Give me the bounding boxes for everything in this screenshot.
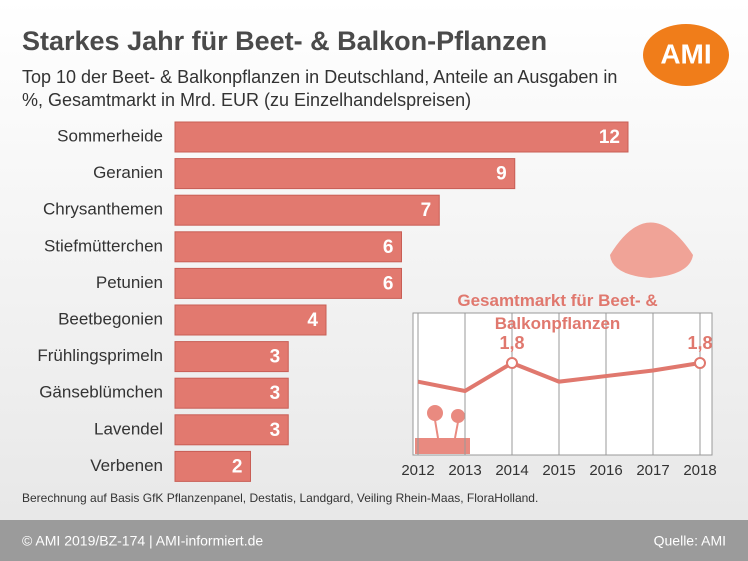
value-label: 3 bbox=[270, 420, 281, 441]
x-tick-label: 2017 bbox=[636, 462, 669, 479]
value-label: 3 bbox=[270, 347, 281, 368]
category-label: Gänseblümchen bbox=[39, 383, 163, 402]
logo: AMI bbox=[660, 38, 711, 69]
category-label: Frühlingsprimeln bbox=[37, 346, 163, 365]
bar bbox=[174, 231, 402, 263]
point-label: 1,8 bbox=[687, 333, 712, 353]
value-label: 3 bbox=[270, 383, 281, 404]
bar bbox=[174, 304, 327, 336]
value-label: 7 bbox=[421, 200, 432, 221]
footer-right: Quelle: AMI bbox=[654, 533, 726, 549]
value-label: 6 bbox=[383, 237, 394, 258]
category-label: Petunien bbox=[96, 273, 163, 292]
bar bbox=[174, 377, 289, 409]
footer-bar bbox=[0, 520, 748, 561]
bar bbox=[174, 414, 289, 446]
value-label: 12 bbox=[599, 127, 620, 148]
category-label: Verbenen bbox=[90, 456, 163, 475]
value-label: 9 bbox=[496, 164, 507, 185]
value-label: 4 bbox=[307, 310, 318, 331]
category-label: Lavendel bbox=[94, 419, 163, 438]
x-tick-label: 2014 bbox=[495, 462, 528, 479]
bar bbox=[174, 121, 629, 153]
title: Starkes Jahr für Beet- & Balkon-Pflanzen bbox=[22, 26, 547, 56]
flower-icon bbox=[415, 405, 470, 454]
point-label: 1,8 bbox=[499, 333, 524, 353]
bar bbox=[174, 341, 289, 373]
inset-box bbox=[412, 312, 713, 456]
category-label: Stiefmütterchen bbox=[44, 236, 163, 255]
bar bbox=[174, 194, 440, 226]
x-tick-label: 2016 bbox=[589, 462, 622, 479]
point bbox=[694, 357, 706, 369]
category-label: Chrysanthemen bbox=[43, 200, 163, 219]
subtitle: Top 10 der Beet- & Balkonpflanzen in Deu… bbox=[22, 67, 618, 110]
footer-left: © AMI 2019/BZ-174 | AMI-informiert.de bbox=[22, 533, 263, 549]
line bbox=[417, 360, 701, 394]
heather-icon bbox=[610, 222, 693, 278]
inset-title: Gesamtmarkt für Beet- & Balkonpflanzen bbox=[457, 291, 658, 333]
x-tick-label: 2013 bbox=[448, 462, 481, 479]
bar bbox=[174, 450, 251, 482]
value-label: 6 bbox=[383, 273, 394, 294]
category-label: Geranien bbox=[93, 163, 163, 182]
x-tick-label: 2015 bbox=[542, 462, 575, 479]
category-label: Beetbegonien bbox=[58, 309, 163, 328]
value-label: 2 bbox=[232, 456, 243, 477]
logo-bg bbox=[643, 24, 729, 86]
x-tick-label: 2018 bbox=[683, 462, 716, 479]
point bbox=[506, 357, 518, 369]
bar bbox=[174, 267, 402, 299]
bar bbox=[174, 158, 516, 190]
category-label: Sommerheide bbox=[57, 126, 163, 145]
footnote: Berechnung auf Basis GfK Pflanzenpanel, … bbox=[22, 491, 538, 505]
x-tick-label: 2012 bbox=[401, 462, 434, 479]
